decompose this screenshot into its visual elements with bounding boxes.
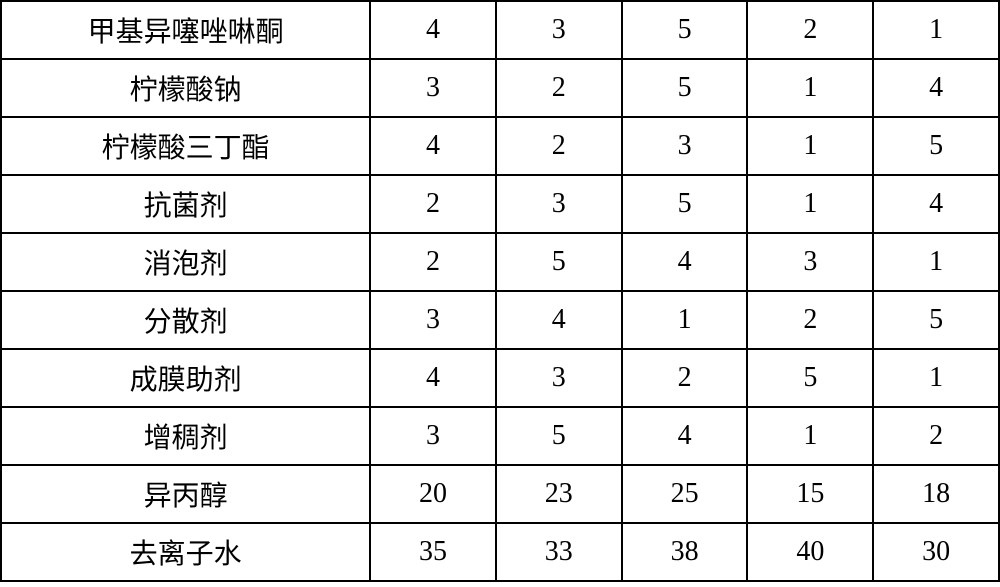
cell-value: 35 (370, 523, 496, 581)
cell-value: 3 (496, 1, 622, 59)
row-label: 异丙醇 (1, 465, 370, 523)
cell-value: 3 (622, 117, 748, 175)
cell-value: 5 (622, 175, 748, 233)
cell-value: 2 (873, 407, 999, 465)
cell-value: 3 (496, 349, 622, 407)
row-label: 柠檬酸三丁酯 (1, 117, 370, 175)
cell-value: 1 (873, 349, 999, 407)
cell-value: 5 (873, 117, 999, 175)
cell-value: 4 (370, 117, 496, 175)
cell-value: 1 (747, 59, 873, 117)
table-row: 消泡剂 2 5 4 3 1 (1, 233, 999, 291)
data-table: 甲基异噻唑啉酮 4 3 5 2 1 柠檬酸钠 3 2 5 1 4 柠檬酸三丁酯 … (0, 0, 1000, 582)
cell-value: 2 (747, 291, 873, 349)
cell-value: 5 (873, 291, 999, 349)
row-label: 甲基异噻唑啉酮 (1, 1, 370, 59)
table-row: 抗菌剂 2 3 5 1 4 (1, 175, 999, 233)
cell-value: 2 (496, 59, 622, 117)
table-row: 分散剂 3 4 1 2 5 (1, 291, 999, 349)
cell-value: 1 (747, 407, 873, 465)
row-label: 增稠剂 (1, 407, 370, 465)
cell-value: 30 (873, 523, 999, 581)
table-row: 增稠剂 3 5 4 1 2 (1, 407, 999, 465)
cell-value: 2 (370, 233, 496, 291)
cell-value: 4 (622, 233, 748, 291)
cell-value: 1 (747, 175, 873, 233)
row-label: 去离子水 (1, 523, 370, 581)
cell-value: 23 (496, 465, 622, 523)
cell-value: 1 (873, 1, 999, 59)
cell-value: 38 (622, 523, 748, 581)
cell-value: 33 (496, 523, 622, 581)
row-label: 消泡剂 (1, 233, 370, 291)
row-label: 抗菌剂 (1, 175, 370, 233)
cell-value: 5 (496, 407, 622, 465)
cell-value: 4 (370, 1, 496, 59)
cell-value: 1 (747, 117, 873, 175)
cell-value: 1 (873, 233, 999, 291)
table-row: 成膜助剂 4 3 2 5 1 (1, 349, 999, 407)
cell-value: 5 (622, 1, 748, 59)
cell-value: 4 (873, 59, 999, 117)
table-body: 甲基异噻唑啉酮 4 3 5 2 1 柠檬酸钠 3 2 5 1 4 柠檬酸三丁酯 … (1, 1, 999, 581)
cell-value: 3 (747, 233, 873, 291)
table-row: 异丙醇 20 23 25 15 18 (1, 465, 999, 523)
row-label: 分散剂 (1, 291, 370, 349)
cell-value: 3 (370, 291, 496, 349)
cell-value: 1 (622, 291, 748, 349)
cell-value: 5 (747, 349, 873, 407)
table-row: 柠檬酸三丁酯 4 2 3 1 5 (1, 117, 999, 175)
cell-value: 20 (370, 465, 496, 523)
cell-value: 18 (873, 465, 999, 523)
cell-value: 15 (747, 465, 873, 523)
cell-value: 3 (370, 407, 496, 465)
row-label: 成膜助剂 (1, 349, 370, 407)
table-row: 甲基异噻唑啉酮 4 3 5 2 1 (1, 1, 999, 59)
cell-value: 4 (370, 349, 496, 407)
cell-value: 4 (496, 291, 622, 349)
cell-value: 3 (496, 175, 622, 233)
table-row: 去离子水 35 33 38 40 30 (1, 523, 999, 581)
cell-value: 2 (747, 1, 873, 59)
cell-value: 4 (873, 175, 999, 233)
cell-value: 2 (370, 175, 496, 233)
cell-value: 5 (622, 59, 748, 117)
cell-value: 3 (370, 59, 496, 117)
cell-value: 2 (496, 117, 622, 175)
row-label: 柠檬酸钠 (1, 59, 370, 117)
cell-value: 25 (622, 465, 748, 523)
table-row: 柠檬酸钠 3 2 5 1 4 (1, 59, 999, 117)
cell-value: 2 (622, 349, 748, 407)
cell-value: 40 (747, 523, 873, 581)
cell-value: 5 (496, 233, 622, 291)
table-container: 甲基异噻唑啉酮 4 3 5 2 1 柠檬酸钠 3 2 5 1 4 柠檬酸三丁酯 … (0, 0, 1000, 582)
cell-value: 4 (622, 407, 748, 465)
